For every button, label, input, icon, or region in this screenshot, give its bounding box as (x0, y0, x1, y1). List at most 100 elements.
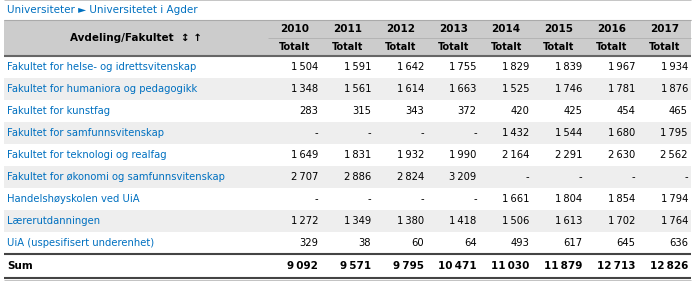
Text: 60: 60 (412, 238, 424, 248)
Text: 1 504: 1 504 (291, 62, 318, 72)
Text: 636: 636 (669, 238, 688, 248)
Text: 343: 343 (405, 106, 424, 116)
Text: 1 746: 1 746 (555, 84, 582, 94)
Text: 1 794: 1 794 (660, 194, 688, 204)
Text: 315: 315 (352, 106, 371, 116)
Text: 1 795: 1 795 (660, 128, 688, 138)
Text: 9 571: 9 571 (340, 261, 371, 271)
Text: 38: 38 (358, 238, 371, 248)
Bar (4, 20, 691, 56)
Text: 11 879: 11 879 (544, 261, 582, 271)
Text: 1 680: 1 680 (608, 128, 635, 138)
Text: 2017: 2017 (650, 24, 679, 34)
Text: 1 755: 1 755 (449, 62, 477, 72)
Text: Totalt: Totalt (596, 42, 627, 52)
Text: 2 164: 2 164 (502, 150, 529, 160)
Text: 1 272: 1 272 (291, 216, 318, 226)
Bar (4, 56, 691, 78)
Text: 2013: 2013 (439, 24, 468, 34)
Bar (4, 210, 691, 232)
Text: 329: 329 (299, 238, 318, 248)
Text: 64: 64 (464, 238, 477, 248)
Text: 10 471: 10 471 (438, 261, 477, 271)
Text: -: - (473, 128, 477, 138)
Text: 2011: 2011 (333, 24, 362, 34)
Text: 1 544: 1 544 (555, 128, 582, 138)
Text: 1 525: 1 525 (502, 84, 529, 94)
Text: Lærerutdanningen: Lærerutdanningen (7, 216, 100, 226)
Text: 1 642: 1 642 (396, 62, 424, 72)
Text: 1 561: 1 561 (344, 84, 371, 94)
Text: 1 967: 1 967 (608, 62, 635, 72)
Text: 1 839: 1 839 (555, 62, 582, 72)
Text: 1 990: 1 990 (449, 150, 477, 160)
Text: 420: 420 (511, 106, 529, 116)
Text: Totalt: Totalt (543, 42, 574, 52)
Text: Fakultet for økonomi og samfunnsvitenskap: Fakultet for økonomi og samfunnsvitenska… (7, 172, 225, 182)
Bar (4, 78, 691, 100)
Text: Fakultet for teknologi og realfag: Fakultet for teknologi og realfag (7, 150, 166, 160)
Text: 2014: 2014 (491, 24, 520, 34)
Text: 1 932: 1 932 (396, 150, 424, 160)
Text: 2 707: 2 707 (291, 172, 318, 182)
Text: 1 613: 1 613 (555, 216, 582, 226)
Text: 454: 454 (616, 106, 635, 116)
Text: 2 824: 2 824 (396, 172, 424, 182)
Text: -: - (421, 128, 424, 138)
Text: -: - (473, 194, 477, 204)
Text: -: - (315, 128, 318, 138)
Text: 2016: 2016 (597, 24, 626, 34)
Text: 2 630: 2 630 (608, 150, 635, 160)
Text: 1 591: 1 591 (344, 62, 371, 72)
Text: 1 661: 1 661 (502, 194, 529, 204)
Text: 1 432: 1 432 (502, 128, 529, 138)
Text: 2010: 2010 (281, 24, 309, 34)
Text: 493: 493 (511, 238, 529, 248)
Text: 1 854: 1 854 (608, 194, 635, 204)
Text: 1 804: 1 804 (555, 194, 582, 204)
Text: 1 649: 1 649 (291, 150, 318, 160)
Text: 1 506: 1 506 (502, 216, 529, 226)
Text: 9 092: 9 092 (288, 261, 318, 271)
Text: -: - (421, 194, 424, 204)
Text: -: - (685, 172, 688, 182)
Bar (4, 144, 691, 166)
Bar (4, 232, 691, 254)
Text: 283: 283 (299, 106, 318, 116)
Text: -: - (579, 172, 582, 182)
Text: Totalt: Totalt (438, 42, 469, 52)
Text: 1 934: 1 934 (660, 62, 688, 72)
Text: 3 209: 3 209 (450, 172, 477, 182)
Text: Handelshøyskolen ved UiA: Handelshøyskolen ved UiA (7, 194, 139, 204)
Text: 2012: 2012 (386, 24, 415, 34)
Bar (4, 0, 691, 20)
Bar (4, 166, 691, 188)
Text: 617: 617 (563, 238, 582, 248)
Text: 1 702: 1 702 (608, 216, 635, 226)
Text: 9 795: 9 795 (393, 261, 424, 271)
Text: -: - (315, 194, 318, 204)
Text: Fakultet for humaniora og pedagogikk: Fakultet for humaniora og pedagogikk (7, 84, 198, 94)
Text: 1 781: 1 781 (608, 84, 635, 94)
Text: -: - (631, 172, 635, 182)
Text: 1 663: 1 663 (449, 84, 477, 94)
Text: Sum: Sum (7, 261, 33, 271)
Text: Fakultet for kunstfag: Fakultet for kunstfag (7, 106, 110, 116)
Text: 12 826: 12 826 (649, 261, 688, 271)
Text: 1 764: 1 764 (660, 216, 688, 226)
Text: 1 380: 1 380 (397, 216, 424, 226)
Text: Fakultet for helse- og idrettsvitenskap: Fakultet for helse- og idrettsvitenskap (7, 62, 196, 72)
Text: 1 831: 1 831 (344, 150, 371, 160)
Bar (4, 254, 691, 278)
Text: 372: 372 (458, 106, 477, 116)
Text: 465: 465 (669, 106, 688, 116)
Text: 1 614: 1 614 (396, 84, 424, 94)
Text: Totalt: Totalt (385, 42, 416, 52)
Text: UiA (uspesifisert underenhet): UiA (uspesifisert underenhet) (7, 238, 154, 248)
Text: Totalt: Totalt (649, 42, 681, 52)
Text: Totalt: Totalt (491, 42, 522, 52)
Text: 1 876: 1 876 (660, 84, 688, 94)
Text: -: - (367, 194, 371, 204)
Text: 1 348: 1 348 (291, 84, 318, 94)
Text: 2 886: 2 886 (344, 172, 371, 182)
